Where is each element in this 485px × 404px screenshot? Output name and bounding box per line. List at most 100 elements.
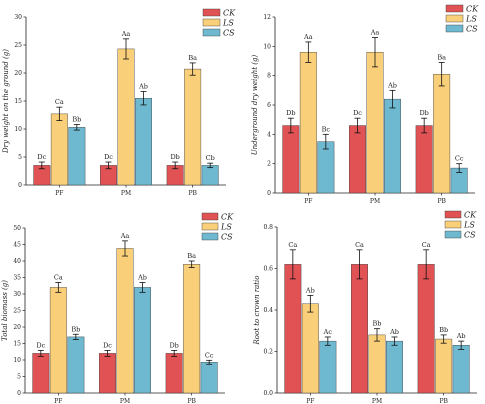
bar-cs-pm bbox=[134, 287, 151, 394]
x-tick-label: PF bbox=[55, 190, 63, 197]
significance-label: Db bbox=[170, 153, 179, 161]
x-tick-label: PF bbox=[306, 398, 314, 404]
legend-swatch-ck bbox=[445, 4, 464, 13]
bar-cs-pf bbox=[67, 336, 85, 394]
x-tick-label: PF bbox=[304, 198, 312, 205]
significance-label: Db bbox=[169, 341, 178, 349]
bar-ls-pf bbox=[301, 303, 319, 394]
legend-swatch-cs bbox=[202, 28, 221, 37]
bar-cs-pf bbox=[68, 127, 86, 186]
significance-label: Dc bbox=[36, 341, 45, 349]
legend-label-ck: CK bbox=[223, 9, 236, 18]
legend-label-ck: CK bbox=[466, 5, 479, 14]
bar-cs-pm bbox=[135, 97, 152, 186]
bar-ck-pf bbox=[284, 264, 302, 394]
bar-ck-pb bbox=[415, 125, 433, 194]
legend-label-cs: CS bbox=[466, 25, 478, 34]
significance-label: Ba bbox=[188, 54, 197, 62]
bar-ck-pf bbox=[282, 125, 300, 194]
x-tick-label: PM bbox=[120, 398, 130, 404]
y-tick-label: 0.6 bbox=[263, 266, 273, 273]
significance-label: Bb bbox=[71, 325, 80, 333]
significance-label: Cb bbox=[206, 154, 215, 162]
significance-label: Bb bbox=[439, 326, 448, 334]
y-tick-label: 5 bbox=[17, 374, 21, 381]
y-tick-label: 4 bbox=[267, 131, 271, 138]
significance-label: Db bbox=[419, 109, 428, 117]
y-axis-label: Underground dry weight (g) bbox=[251, 54, 259, 155]
bar-ls-pm bbox=[117, 48, 135, 186]
y-tick-label: 15 bbox=[13, 341, 21, 348]
chart-panel-1: 0 5 10 15 20 25 30 Dry weight on the ground (g)… bbox=[2, 9, 236, 198]
y-tick-label: 0 bbox=[18, 182, 22, 189]
significance-label: Aa bbox=[120, 232, 130, 240]
y-tick-label: 5 bbox=[18, 154, 22, 161]
bar-ls-pb bbox=[183, 264, 201, 394]
y-tick-label: 15 bbox=[14, 98, 22, 105]
legend-swatch-ck bbox=[444, 210, 462, 219]
y-axis-label: Dry weight on the ground (g) bbox=[2, 49, 10, 154]
legend-swatch-ls bbox=[444, 220, 462, 229]
bar-cs-pm bbox=[386, 340, 403, 394]
y-tick-label: 10 bbox=[263, 43, 271, 50]
bar-ls-pm bbox=[368, 334, 386, 394]
bar-cs-pm bbox=[384, 98, 401, 194]
significance-label: Ba bbox=[437, 53, 446, 61]
significance-label: Ab bbox=[138, 82, 148, 90]
y-tick-label: 50 bbox=[13, 225, 21, 232]
bar-cs-pb bbox=[200, 362, 218, 394]
y-tick-label: 40 bbox=[13, 258, 21, 265]
legend-swatch-ck bbox=[202, 8, 221, 17]
legend-label-ck: CK bbox=[464, 211, 477, 220]
significance-label: Dc bbox=[353, 109, 362, 117]
legend-label-ls: LS bbox=[222, 19, 234, 28]
bar-ls-pf bbox=[49, 287, 67, 394]
y-tick-label: 6 bbox=[267, 102, 271, 109]
x-tick-label: PB bbox=[188, 190, 197, 197]
x-tick-label: PM bbox=[121, 190, 131, 197]
legend-label-ls: LS bbox=[465, 15, 477, 24]
bar-cs-pb bbox=[201, 165, 219, 186]
significance-label: Aa bbox=[121, 30, 131, 38]
significance-label: Ca bbox=[355, 241, 364, 249]
significance-label: Ba bbox=[187, 252, 196, 260]
significance-label: Ca bbox=[288, 241, 297, 249]
bar-ls-pb bbox=[433, 73, 451, 194]
y-tick-label: 2 bbox=[267, 161, 271, 168]
y-tick-label: 25 bbox=[13, 308, 21, 315]
x-tick-label: PB bbox=[187, 398, 196, 404]
significance-label: Ab bbox=[137, 273, 147, 281]
legend-label-ls: LS bbox=[463, 221, 475, 230]
legend-label-ck: CK bbox=[221, 213, 234, 222]
chart-panel-2: 0 2 4 6 8 10 12 Underground dry weight (g) Db Aa B… bbox=[251, 5, 479, 206]
bar-ck-pm bbox=[349, 125, 366, 194]
y-tick-label: 30 bbox=[14, 14, 22, 21]
significance-label: Ca bbox=[54, 273, 63, 281]
significance-label: Cc bbox=[455, 155, 464, 163]
significance-label: Aa bbox=[303, 33, 313, 41]
significance-label: Ac bbox=[323, 328, 333, 336]
significance-label: Ca bbox=[55, 98, 64, 106]
bar-ls-pb bbox=[184, 68, 202, 186]
significance-label: Ab bbox=[305, 286, 315, 294]
significance-label: Dc bbox=[37, 153, 46, 161]
significance-label: Bb bbox=[72, 116, 81, 124]
y-tick-label: 0.2 bbox=[263, 349, 273, 356]
legend-swatch-ls bbox=[201, 222, 219, 231]
bar-ls-pm bbox=[116, 248, 134, 394]
bar-ls-pf bbox=[299, 52, 317, 194]
x-tick-label: PM bbox=[370, 198, 380, 205]
y-axis-label: Total biomass (g) bbox=[1, 280, 9, 341]
bar-ck-pf bbox=[32, 353, 50, 394]
significance-label: Bc bbox=[322, 125, 331, 133]
significance-label: Ab bbox=[389, 328, 399, 336]
y-tick-label: 0 bbox=[267, 190, 271, 197]
y-tick-label: 25 bbox=[14, 42, 22, 49]
bar-ck-pm bbox=[351, 264, 368, 394]
significance-label: Dc bbox=[103, 341, 112, 349]
y-tick-label: 45 bbox=[13, 242, 21, 249]
y-tick-label: 12 bbox=[263, 14, 271, 21]
